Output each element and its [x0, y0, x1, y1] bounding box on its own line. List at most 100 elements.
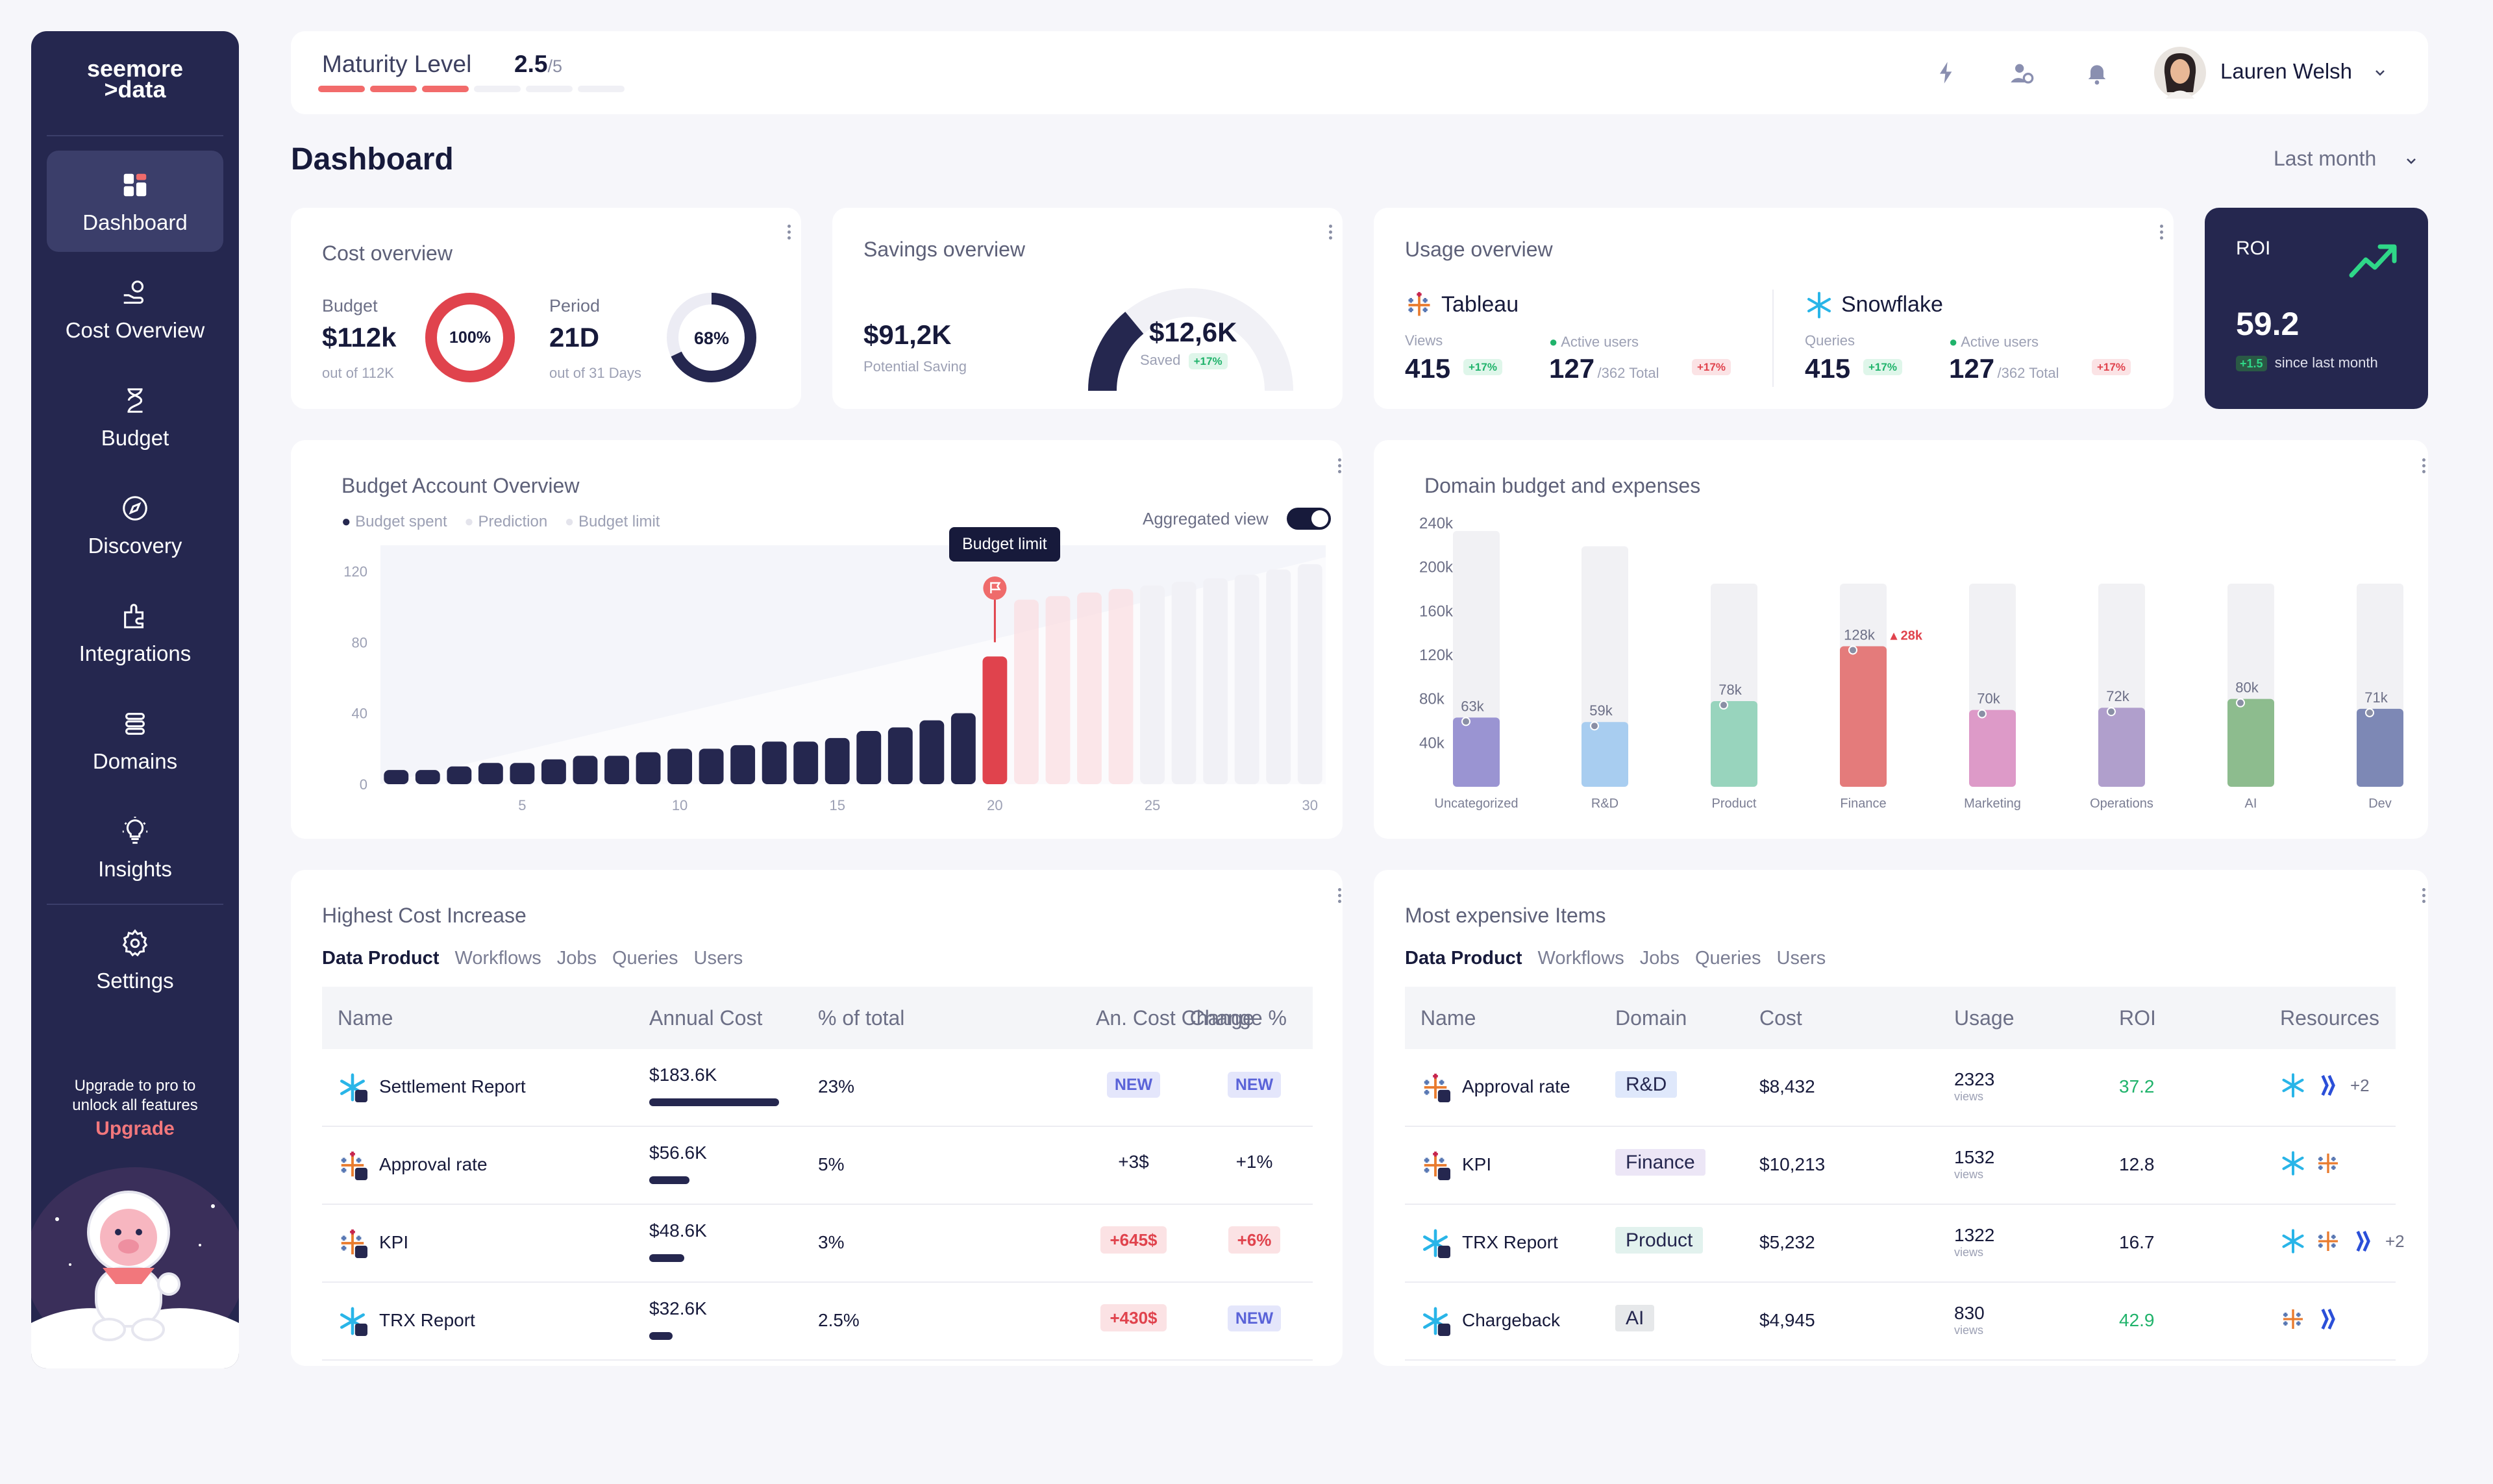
- cost-overview-card: Cost overview Budget $112k out of 112K 1…: [291, 208, 801, 409]
- tableau-icon[interactable]: [2280, 1306, 2306, 1332]
- user-settings-icon[interactable]: [2009, 60, 2035, 86]
- bar-value-label: 70k: [1977, 691, 2000, 707]
- row-name[interactable]: TRX Report: [1462, 1232, 1558, 1252]
- card-title: Usage overview: [1405, 238, 1553, 261]
- tab-jobs[interactable]: Jobs: [556, 948, 597, 969]
- tab-workflows[interactable]: Workflows: [1537, 948, 1624, 969]
- tableau-icon[interactable]: [2315, 1150, 2341, 1176]
- table-row[interactable]: KPI $48.6K 3% +645$ +6%: [322, 1205, 1313, 1283]
- top-bar: Maturity Level 2.5/5 Lauren Welsh: [291, 31, 2428, 114]
- dbt-icon[interactable]: [2315, 1306, 2341, 1332]
- bar-expense[interactable]: [1581, 722, 1628, 787]
- nav-cost-overview[interactable]: Cost Overview: [47, 258, 223, 360]
- row-name[interactable]: Settlement Report: [379, 1076, 526, 1096]
- tab-queries[interactable]: Queries: [612, 948, 678, 969]
- column-header[interactable]: % of total: [818, 1006, 905, 1030]
- logo[interactable]: seemore >data: [31, 57, 239, 101]
- user-name[interactable]: Lauren Welsh: [2220, 59, 2353, 83]
- column-header[interactable]: Resources: [2280, 1006, 2379, 1030]
- column-header[interactable]: An. Cost Change: [1096, 1006, 1254, 1030]
- tab-jobs[interactable]: Jobs: [1639, 948, 1680, 969]
- domain-chip[interactable]: Finance: [1615, 1149, 1705, 1176]
- bar-expense[interactable]: [2098, 708, 2145, 787]
- row-name[interactable]: TRX Report: [379, 1310, 475, 1330]
- bar-expense[interactable]: [2227, 699, 2274, 787]
- bar-expense[interactable]: [1969, 710, 2016, 787]
- bar-expense[interactable]: [1453, 717, 1500, 787]
- bar-expense[interactable]: [1840, 646, 1887, 787]
- table-row[interactable]: KPI Finance $10,213 1532 views 12.8: [1405, 1127, 2396, 1205]
- more-resources-count[interactable]: +2: [2385, 1231, 2405, 1251]
- column-header[interactable]: ROI: [2119, 1006, 2156, 1030]
- more-icon[interactable]: [2422, 458, 2425, 474]
- nav-dashboard[interactable]: Dashboard: [47, 151, 223, 252]
- more-icon[interactable]: [2159, 225, 2163, 240]
- snowflake-icon[interactable]: [2280, 1150, 2306, 1176]
- chevron-down-icon[interactable]: [2403, 153, 2419, 169]
- dbt-icon[interactable]: [2350, 1228, 2376, 1254]
- more-icon[interactable]: [2422, 888, 2425, 904]
- row-name[interactable]: Approval rate: [1462, 1076, 1570, 1096]
- table-row[interactable]: Settlement Report $183.6K 23% NEW NEW: [322, 1049, 1313, 1127]
- tab-data-product[interactable]: Data Product: [1405, 948, 1522, 969]
- more-resources-count[interactable]: +2: [2350, 1075, 2370, 1095]
- flag-icon[interactable]: [983, 576, 1007, 600]
- more-icon[interactable]: [787, 225, 791, 240]
- y-tick-label: 40k: [1419, 734, 1445, 752]
- more-icon[interactable]: [1337, 888, 1341, 904]
- nav-settings[interactable]: Settings: [47, 909, 223, 1010]
- period-label: Period: [549, 296, 601, 315]
- tab-users[interactable]: Users: [1776, 948, 1826, 969]
- row-name[interactable]: Chargeback: [1462, 1310, 1560, 1330]
- row-name[interactable]: Approval rate: [379, 1154, 488, 1174]
- column-header[interactable]: Annual Cost: [649, 1006, 763, 1030]
- column-header[interactable]: Change %: [1189, 1006, 1287, 1030]
- chevron-down-icon[interactable]: [2372, 65, 2388, 80]
- nav-domains[interactable]: Domains: [47, 689, 223, 791]
- tab-queries[interactable]: Queries: [1694, 948, 1761, 969]
- y-tick-label: 240k: [1419, 515, 1454, 532]
- aggregated-view-toggle[interactable]: [1287, 508, 1331, 530]
- tab-workflows[interactable]: Workflows: [454, 948, 541, 969]
- bar-prediction: [1077, 592, 1102, 784]
- lightning-icon[interactable]: [1933, 60, 1959, 86]
- upgrade-link[interactable]: Upgrade: [95, 1118, 175, 1139]
- tab-data-product[interactable]: Data Product: [322, 948, 440, 969]
- table-row[interactable]: TRX Report $32.6K 2.5% +430$ NEW: [322, 1283, 1313, 1361]
- column-header[interactable]: Name: [338, 1006, 393, 1030]
- snowflake-icon: [1807, 291, 1831, 319]
- column-header[interactable]: Cost: [1759, 1006, 1802, 1030]
- potential-saving-label: Potential Saving: [863, 358, 967, 375]
- avatar[interactable]: [2154, 47, 2206, 99]
- table-row[interactable]: Approval rate $56.6K 5% +3$ +1%: [322, 1127, 1313, 1205]
- snowflake-icon[interactable]: [2280, 1072, 2306, 1098]
- more-icon[interactable]: [1328, 225, 1332, 240]
- period-select[interactable]: Last month: [2274, 147, 2377, 170]
- table-row[interactable]: Approval rate R&D $8,432 2323 views 37.2 +2: [1405, 1049, 2396, 1127]
- more-icon[interactable]: [1337, 458, 1341, 474]
- column-header[interactable]: Domain: [1615, 1006, 1687, 1030]
- domain-chip[interactable]: R&D: [1615, 1071, 1678, 1098]
- row-name[interactable]: KPI: [379, 1232, 409, 1252]
- bar-expense[interactable]: [2357, 708, 2403, 787]
- nav-discovery[interactable]: Discovery: [47, 474, 223, 575]
- nav-integrations[interactable]: Integrations: [47, 582, 223, 683]
- nav-insights[interactable]: Insights: [47, 797, 223, 898]
- bar-expense[interactable]: [1711, 701, 1757, 787]
- domain-chip[interactable]: Product: [1615, 1227, 1704, 1254]
- nav-budget[interactable]: Budget: [47, 366, 223, 467]
- tab-users[interactable]: Users: [693, 948, 743, 969]
- row-name[interactable]: KPI: [1462, 1154, 1492, 1174]
- column-header[interactable]: Name: [1420, 1006, 1476, 1030]
- snowflake-icon[interactable]: [2280, 1228, 2306, 1254]
- bar-marker: [1719, 700, 1728, 710]
- dbt-icon[interactable]: [2315, 1072, 2341, 1098]
- table-row[interactable]: Chargeback AI $4,945 830 views 42.9: [1405, 1283, 2396, 1361]
- domain-chip[interactable]: AI: [1615, 1305, 1655, 1331]
- astronaut-pig-illustration: [31, 1167, 239, 1368]
- tableau-icon[interactable]: [2315, 1228, 2341, 1254]
- table-row[interactable]: TRX Report Product $5,232 1322 views 16.7 +2: [1405, 1205, 2405, 1283]
- column-header[interactable]: Usage: [1954, 1006, 2015, 1030]
- bell-icon[interactable]: [2084, 60, 2110, 86]
- potential-saving-value: $91,2K: [863, 319, 952, 350]
